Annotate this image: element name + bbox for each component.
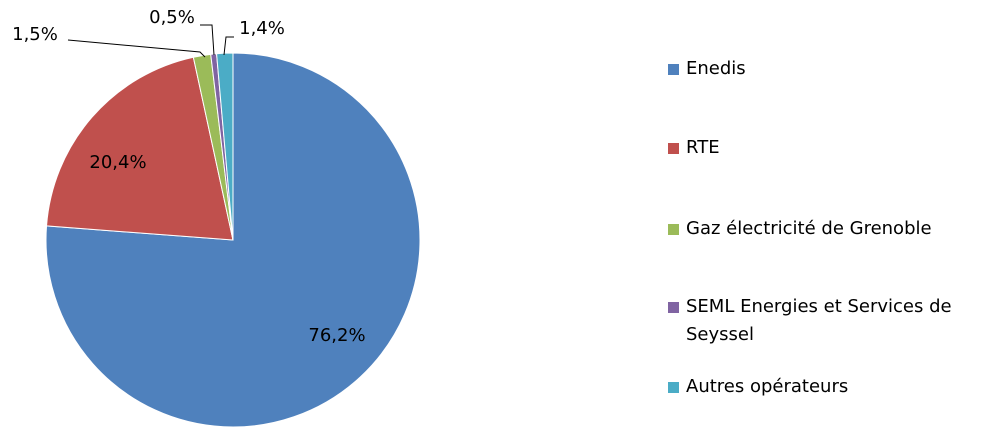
data-label: 76,2%: [308, 325, 365, 346]
data-label: 20,4%: [89, 152, 146, 173]
legend-swatch: [668, 302, 679, 313]
legend-swatch: [668, 224, 679, 235]
legend-label: RTE: [686, 137, 720, 158]
legend-entry: Autres opérateurs: [668, 373, 993, 401]
legend-swatch: [668, 64, 679, 75]
legend-entry: RTE: [668, 134, 993, 162]
legend-label: SEML Energies et Services de Seyssel: [686, 296, 952, 345]
data-label: 0,5%: [149, 7, 195, 28]
leader-line: [223, 36, 234, 56]
legend-label: Enedis: [686, 58, 746, 79]
pie-slice: [216, 52, 234, 241]
legend-label: Gaz électricité de Grenoble: [686, 218, 932, 239]
legend-swatch: [668, 382, 679, 393]
legend-entry: Enedis: [668, 55, 993, 83]
legend-swatch: [668, 143, 679, 154]
leader-line: [67, 39, 206, 58]
legend-entry: Gaz électricité de Grenoble: [668, 215, 993, 243]
data-label: 1,5%: [12, 24, 58, 45]
legend-entry: SEML Energies et Services de Seyssel: [668, 293, 993, 349]
legend-label: Autres opérateurs: [686, 376, 849, 397]
leader-line: [200, 24, 215, 56]
pie-slice: [45, 56, 234, 241]
data-label: 1,4%: [239, 18, 285, 39]
